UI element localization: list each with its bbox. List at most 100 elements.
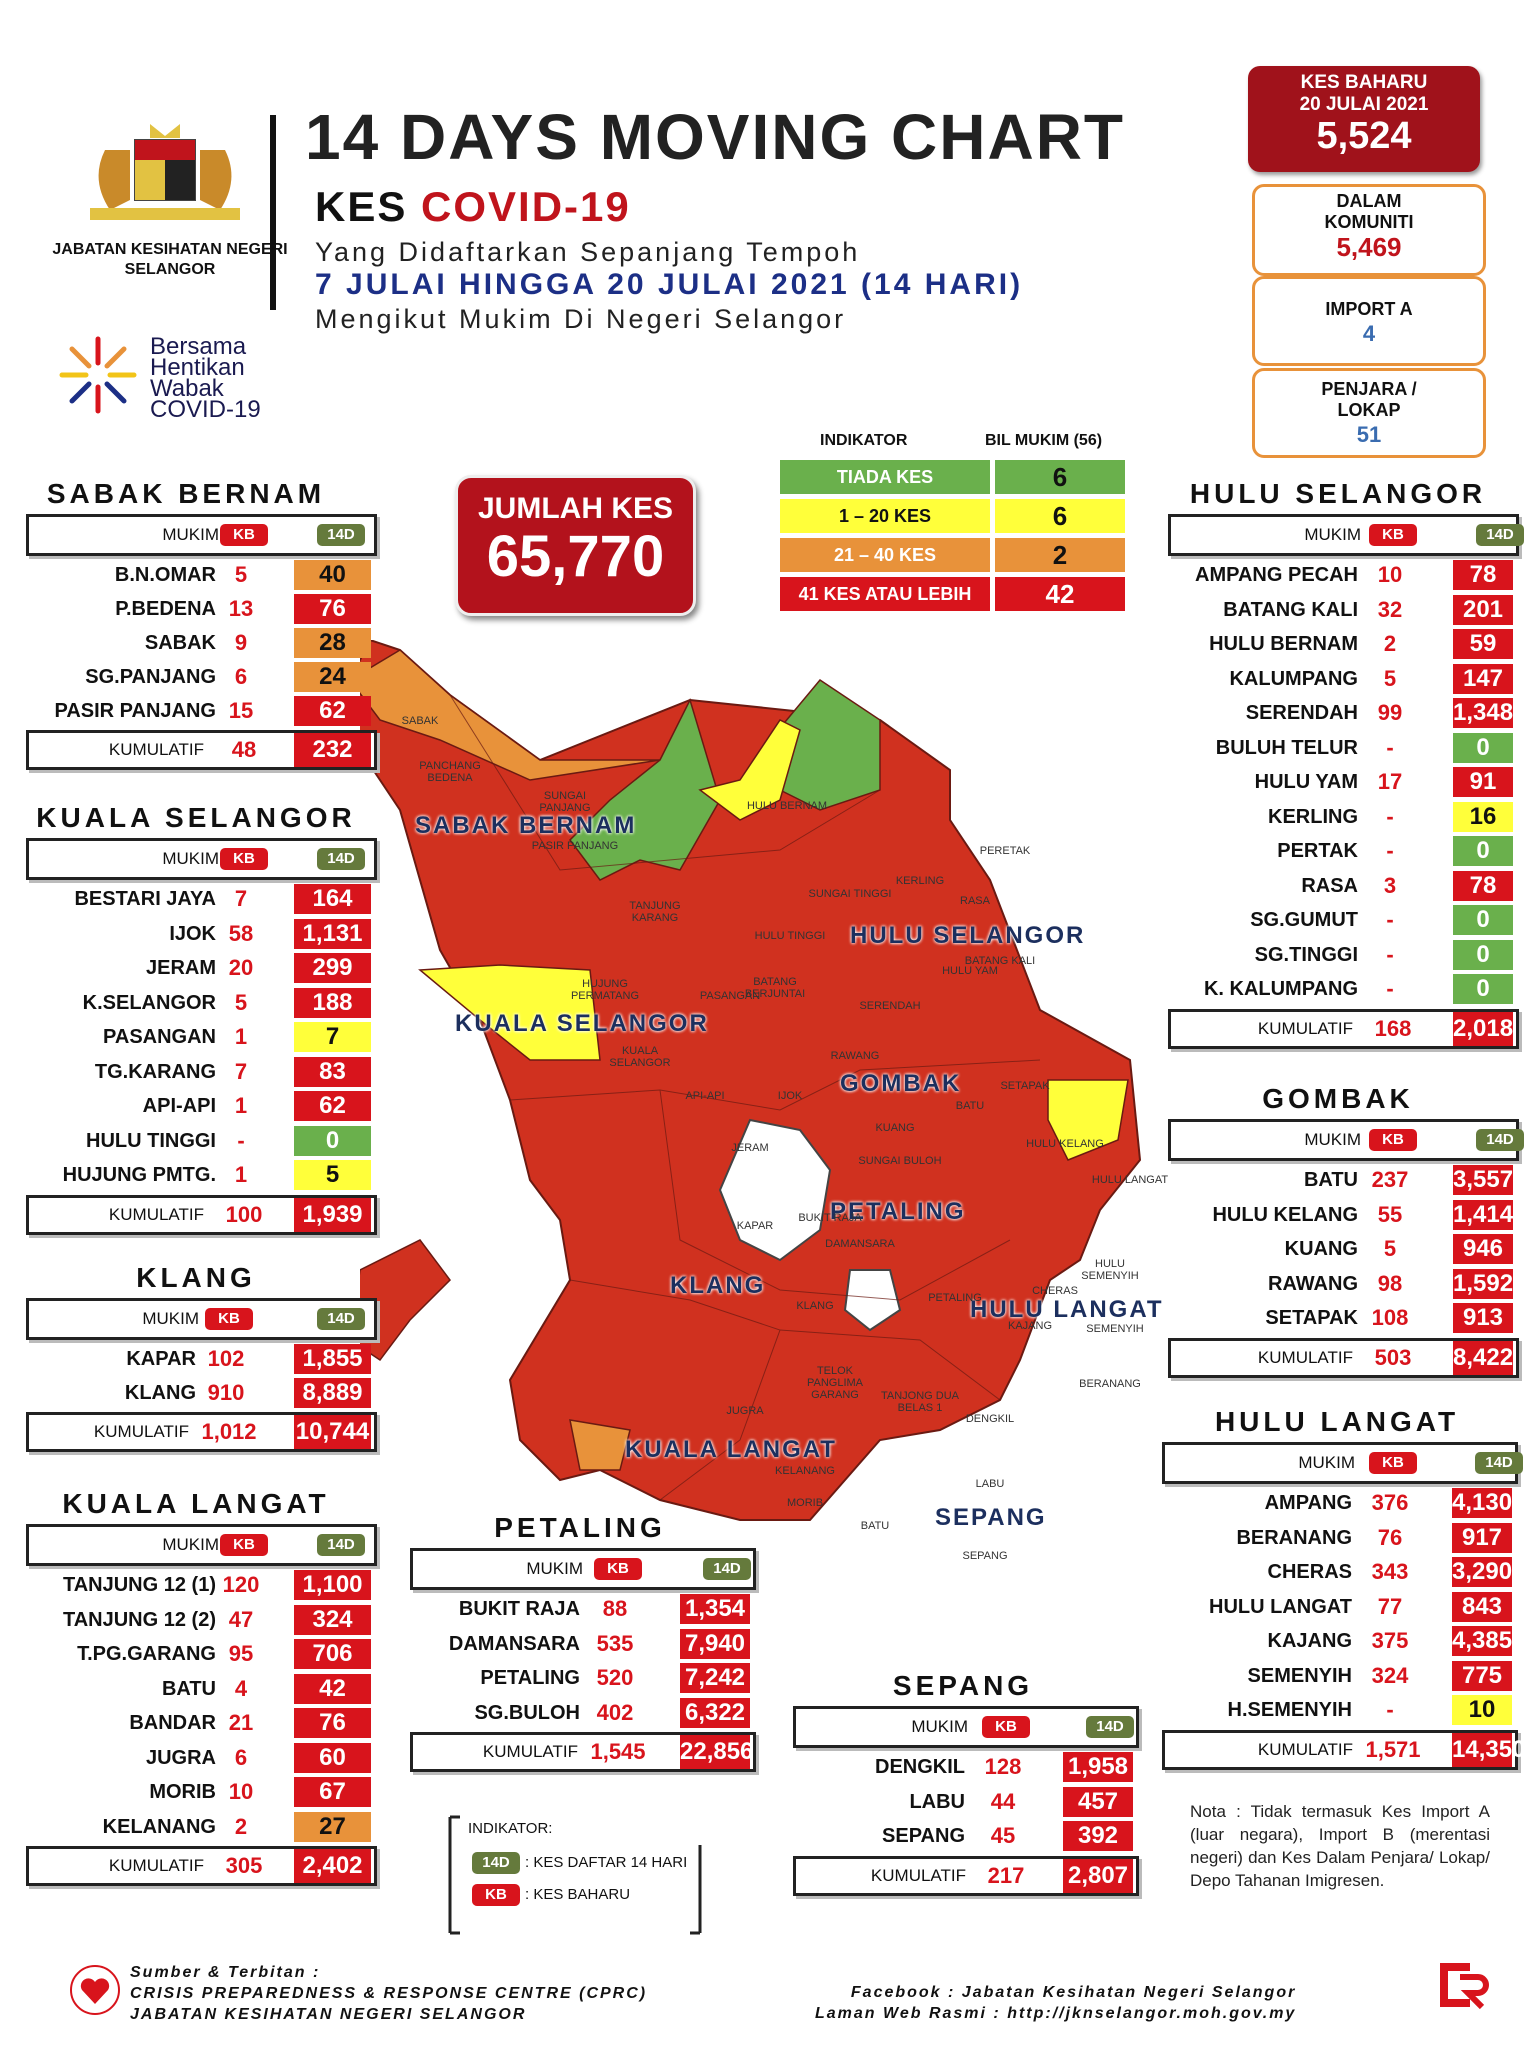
kb-value: 2 [234, 1813, 248, 1839]
title-divider [270, 115, 276, 310]
indicator-header-left: INDIKATOR [820, 432, 908, 449]
map-mukim-label: API-API [685, 1090, 725, 1102]
table-row: P.BEDENA 13 76 [26, 592, 371, 626]
district-title-sepang: SEPANG [892, 1670, 1034, 1701]
map-mukim-label: KUALA SELANGOR [609, 1045, 671, 1069]
cumulative-row-klang: KUMULATIF 1,012 10,744 [26, 1412, 377, 1452]
mukim-name: BERANANG [1236, 1526, 1352, 1549]
kb-value: 402 [596, 1699, 634, 1725]
legend-kb-pill: KB [472, 1884, 520, 1906]
mukim-name: BATU [1303, 1169, 1358, 1191]
cumulative-row-sepang: KUMULATIF 217 2,807 [793, 1855, 1139, 1896]
kb-value: 95 [228, 1641, 254, 1666]
mukim-name: KAPAR [126, 1348, 196, 1370]
mukim-name: K. KALUMPANG [1203, 978, 1358, 1000]
map-mukim-label: HUJUNG PERMATANG [570, 978, 640, 1002]
map-mukim-label: JERAM [731, 1142, 769, 1154]
map-mukim-label: KAPAR [736, 1220, 774, 1232]
mukim-header: MUKIM [162, 1535, 219, 1554]
campaign-text: Bersama Hentikan Wabak COVID-19 [150, 335, 261, 423]
d14-value: 5 [294, 1160, 371, 1190]
d14-value: 0 [294, 1125, 371, 1156]
d14-value: 42 [294, 1673, 371, 1704]
kb-value: 98 [1377, 1270, 1403, 1296]
kb-value: 15 [228, 698, 254, 723]
mukim-name: K.SELANGOR [82, 991, 216, 1014]
district-title-kuala-selangor: KUALA SELANGOR [36, 802, 356, 833]
table-row: PASIR PANJANG 15 62 [26, 694, 371, 728]
d14-value: 6,322 [680, 1697, 750, 1728]
kb-value: 10 [1377, 562, 1403, 587]
kb-value: 376 [1371, 1490, 1409, 1515]
kb-header-pill: KB [205, 1308, 253, 1330]
d14-value: 1,354 [680, 1594, 750, 1624]
kb-value: - [1386, 1697, 1394, 1722]
selangor-coat-of-arms-logo [90, 124, 240, 220]
mukim-name: TANJUNG 12 (1) [63, 1574, 216, 1596]
table-row: HULU KELANG 55 1,414 [1168, 1198, 1513, 1232]
kb-header-pill: KB [220, 1534, 268, 1556]
cumulative-d14: 232 [294, 733, 371, 767]
kb-value: 910 [207, 1380, 245, 1405]
mukim-header: MUKIM [1304, 1130, 1361, 1149]
cumulative-kb: 503 [1374, 1344, 1412, 1370]
kb-value: 88 [602, 1596, 628, 1621]
d14-header-pill: 14D [1476, 524, 1524, 546]
map-mukim-label: BATU [860, 1520, 890, 1532]
kb-value: 7 [234, 886, 248, 911]
d14-value: 62 [294, 696, 371, 726]
table-row: HULU BERNAM 2 59 [1168, 627, 1513, 661]
footer-website: Laman Web Rasmi : http://jknselangor.moh… [815, 2005, 1297, 2022]
cumulative-kb: 217 [987, 1862, 1025, 1888]
table-row: DAMANSARA 535 7,940 [410, 1627, 750, 1661]
table-row: HULU YAM 17 91 [1168, 765, 1513, 799]
d14-value: 457 [1063, 1786, 1133, 1817]
mukim-header: MUKIM [526, 1559, 583, 1578]
cumulative-row-kuala-langat: KUMULATIF 305 2,402 [26, 1846, 377, 1886]
district-title-kuala-langat: KUALA LANGAT [62, 1488, 330, 1519]
table-row: MORIB 10 67 [26, 1775, 371, 1809]
table-row: KAJANG 375 4,385 [1162, 1624, 1512, 1658]
prison-label-2: LOKAP [1337, 400, 1401, 420]
kb-header-pill: KB [1369, 1129, 1417, 1151]
table-row: API-API 1 62 [26, 1089, 371, 1123]
cumulative-kb: 168 [1374, 1015, 1412, 1041]
kb-value: 13 [228, 596, 254, 621]
mukim-name: HULU YAM [1254, 771, 1358, 793]
d14-value: 299 [294, 953, 371, 983]
cumulative-d14: 2,018 [1453, 1011, 1513, 1046]
kb-header-pill: KB [1369, 524, 1417, 546]
kb-value: 7 [234, 1058, 248, 1084]
table-row: PERTAK - 0 [1168, 834, 1513, 868]
d14-value: 1,348 [1453, 698, 1514, 728]
cumulative-row-kuala-selangor: KUMULATIF 100 1,939 [26, 1194, 377, 1235]
mukim-name: PASIR PANJANG [54, 700, 216, 722]
kb-value: 20 [228, 955, 254, 980]
prison-label-1: PENJARA / [1321, 379, 1417, 399]
d14-value: 91 [1453, 767, 1513, 797]
d14-header-pill: 14D [317, 848, 365, 870]
district-title-hulu-langat: HULU LANGAT [1214, 1406, 1460, 1437]
footer-facebook: Facebook : Jabatan Kesihatan Negeri Sela… [850, 1984, 1297, 2001]
table-header-hulu-langat: MUKIM KB 14D [1162, 1442, 1523, 1484]
table-row: SG.TINGGI - 0 [1168, 938, 1513, 972]
kb-value: 5 [234, 562, 248, 587]
map-mukim-label: PETALING [928, 1292, 982, 1304]
map-district-label: PETALING [830, 1198, 966, 1225]
mukim-name: KAJANG [1267, 1630, 1352, 1652]
table-row: K. KALUMPANG - 0 [1168, 972, 1513, 1006]
mukim-name: RASA [1301, 874, 1358, 897]
cumulative-d14: 14,350 [1452, 1732, 1525, 1767]
d14-value: 67 [294, 1777, 371, 1807]
map-mukim-label: SETAPAK [1000, 1080, 1050, 1092]
mukim-name: KALUMPANG [1229, 667, 1358, 690]
d14-header-pill: 14D [317, 524, 365, 546]
table-row: RAWANG 98 1,592 [1168, 1267, 1513, 1301]
d14-value: 1,131 [294, 918, 371, 949]
mukim-name: BATU [161, 1677, 216, 1700]
map-mukim-label: HULU SEMENYIH [1081, 1258, 1139, 1282]
table-row: SG.GUMUT - 0 [1168, 903, 1513, 937]
table-row: KELANANG 2 27 [26, 1810, 371, 1844]
campaign-line-4: COVID-19 [150, 396, 261, 423]
indicator-count: 6 [995, 460, 1125, 494]
